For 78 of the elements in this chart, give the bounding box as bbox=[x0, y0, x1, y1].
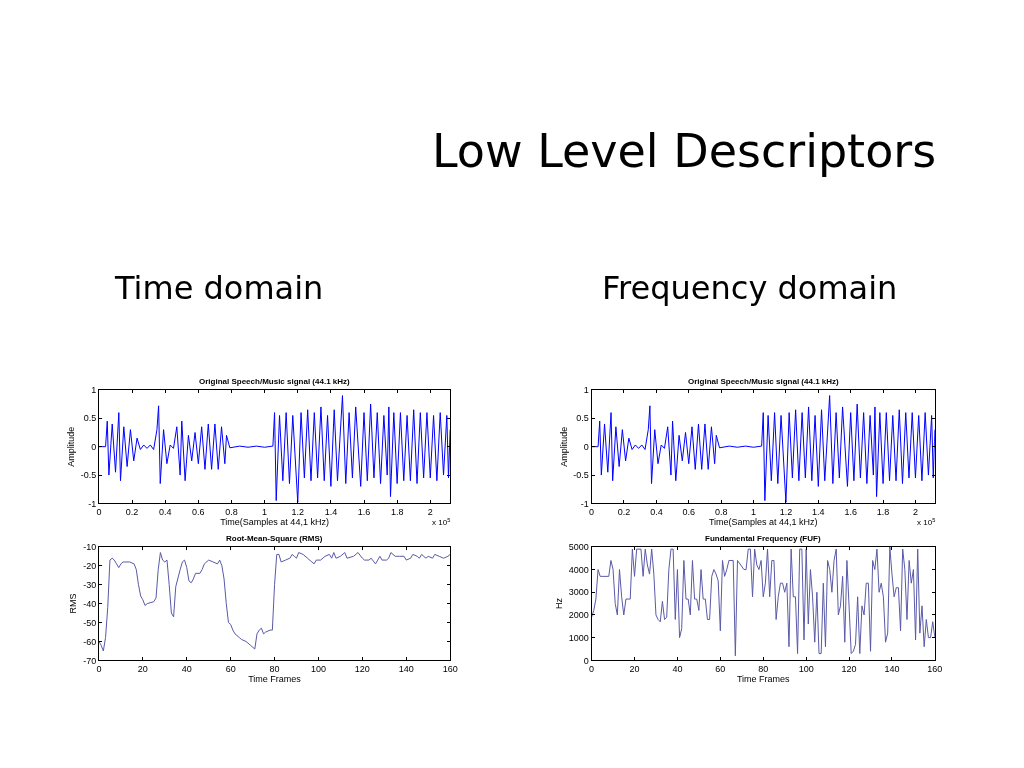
x-tick-label: 1 bbox=[751, 507, 757, 518]
y-tick-label: 4000 bbox=[568, 564, 589, 575]
y-tick-label: -60 bbox=[83, 636, 97, 647]
x-axis-title: Time Frames bbox=[736, 674, 791, 685]
x-tick-label: 160 bbox=[442, 664, 458, 675]
line-series bbox=[591, 546, 935, 657]
x-axis-title: Time Frames bbox=[248, 674, 302, 685]
line-series bbox=[98, 552, 451, 652]
x-tick-label: 160 bbox=[927, 664, 943, 675]
text: Low Level Descriptors bbox=[432, 124, 937, 178]
x-tick-label: 0.6 bbox=[192, 507, 205, 518]
y-tick-label: -50 bbox=[83, 617, 97, 628]
x-tick-label: 0.4 bbox=[158, 507, 172, 518]
y-tick-label: 5000 bbox=[568, 542, 589, 552]
x-tick-label: 40 bbox=[181, 664, 192, 675]
x-tick-label: 80 bbox=[758, 664, 769, 675]
x-tick-label: 0.2 bbox=[617, 507, 631, 518]
y-tick-label: -0.5 bbox=[80, 470, 97, 481]
x-tick-label: 1.6 bbox=[844, 507, 857, 518]
y-tick-label: 0.5 bbox=[576, 413, 589, 424]
y-tick-label: 0 bbox=[91, 441, 97, 452]
x-tick-label: 20 bbox=[137, 664, 148, 675]
y-tick-label: -40 bbox=[83, 598, 97, 609]
y-tick-label: -1 bbox=[580, 498, 589, 509]
y-tick-label: -10 bbox=[83, 542, 97, 552]
y-tick-label: 0 bbox=[583, 441, 589, 452]
text: Time domain bbox=[114, 269, 324, 307]
x-tick-label: 0.6 bbox=[682, 507, 696, 518]
x-tick-label: 1.6 bbox=[357, 507, 371, 518]
y-tick-label: -0.5 bbox=[573, 470, 589, 481]
y-tick-label: 3000 bbox=[568, 587, 589, 598]
x-tick-label: 120 bbox=[841, 664, 857, 675]
text: x 10$^{5}$ bbox=[917, 517, 936, 528]
y-axis-title: Amplitude bbox=[558, 426, 569, 467]
x-tick-label: 40 bbox=[672, 664, 683, 675]
x-tick-label: 0.2 bbox=[125, 507, 139, 518]
x-tick-label: 80 bbox=[269, 664, 280, 675]
x-tick-label: 1 bbox=[262, 507, 268, 518]
text: Frequency domain bbox=[602, 269, 898, 307]
y-tick-label: -70 bbox=[83, 655, 97, 666]
x-tick-label: 0.4 bbox=[650, 507, 663, 518]
y-tick-label: 0.5 bbox=[83, 413, 97, 424]
y-axis-title: Amplitude bbox=[65, 426, 76, 467]
x-tick-label: 60 bbox=[225, 664, 236, 675]
y-tick-label: -20 bbox=[83, 560, 97, 571]
x-axis-title: Time(Samples at 44,1 kHz) bbox=[220, 517, 329, 528]
chart-title: Root-Mean-Square (RMS) bbox=[226, 534, 323, 543]
x-tick-label: 2 bbox=[912, 507, 918, 518]
y-tick-label: 2000 bbox=[568, 610, 589, 621]
x-tick-label: 1.2 bbox=[291, 507, 304, 518]
chart-title: Original Speech/Music signal (44.1 kHz) bbox=[688, 377, 840, 386]
y-tick-label: 1 bbox=[91, 385, 97, 396]
y-tick-label: -30 bbox=[83, 579, 97, 590]
x-tick-label: 140 bbox=[398, 664, 414, 675]
chart-title: Fundamental Frequency (FUF) bbox=[705, 534, 821, 543]
x-tick-label: 2 bbox=[427, 507, 433, 518]
chart-title: Original Speech/Music signal (44.1 kHz) bbox=[199, 377, 351, 386]
x-tick-label: 0.8 bbox=[225, 507, 238, 518]
y-tick-label: 1 bbox=[583, 385, 589, 396]
x-tick-label: 100 bbox=[798, 664, 814, 675]
y-axis-title: Hz bbox=[554, 597, 565, 610]
y-tick-label: -1 bbox=[88, 498, 97, 509]
y-tick-label: 1000 bbox=[568, 632, 589, 643]
x-tick-label: 1.4 bbox=[812, 507, 825, 518]
x-axis-title: Time(Samples at 44,1 kHz) bbox=[708, 517, 818, 528]
x-tick-label: 1.8 bbox=[876, 507, 890, 518]
y-tick-label: 0 bbox=[583, 655, 589, 666]
x-tick-label: 1.8 bbox=[390, 507, 404, 518]
x-tick-label: 140 bbox=[884, 664, 900, 675]
x-tick-label: 100 bbox=[310, 664, 326, 675]
y-axis-title: RMS bbox=[68, 593, 79, 614]
text: x 10$^{5}$ bbox=[432, 517, 451, 528]
x-tick-label: 1.2 bbox=[779, 507, 793, 518]
x-tick-label: 1.4 bbox=[324, 507, 338, 518]
x-tick-label: 0.8 bbox=[714, 507, 728, 518]
x-tick-label: 60 bbox=[715, 664, 726, 675]
x-tick-label: 120 bbox=[354, 664, 370, 675]
x-tick-label: 20 bbox=[629, 664, 640, 675]
